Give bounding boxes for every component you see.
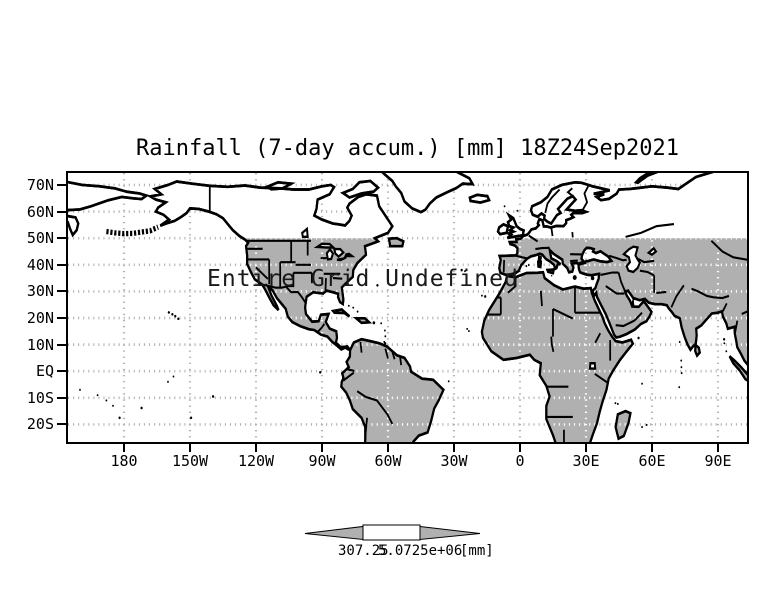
plot-title: Rainfall (7-day accum.) [mm] 18Z24Sep202… <box>135 136 680 161</box>
colorbar <box>304 524 481 541</box>
lat-tick-mark <box>57 370 66 372</box>
lon-tick-label-30e: 30E <box>572 452 600 470</box>
lat-tick-label-60n: 60N <box>26 203 54 221</box>
lon-tick-label-60e: 60E <box>638 452 666 470</box>
map-layers <box>68 173 747 442</box>
lon-tick-label-30w: 30W <box>440 452 468 470</box>
world-map <box>68 173 747 442</box>
lat-tick-mark <box>57 423 66 425</box>
lon-tick-mark <box>189 444 191 452</box>
colorbar-segment <box>362 524 421 541</box>
lat-tick-label-20n: 20N <box>26 309 54 327</box>
colorbar-right-value: 5.0725e+06 <box>378 543 463 559</box>
lat-tick-label-20s: 20S <box>26 415 54 433</box>
lon-tick-label-90w: 90W <box>308 452 336 470</box>
lon-tick-label-0: 0 <box>515 452 525 470</box>
lon-tick-label-60w: 60W <box>374 452 402 470</box>
lat-tick-mark <box>57 237 66 239</box>
lat-tick-label-30n: 30N <box>26 282 54 300</box>
lake-michigan <box>325 247 335 261</box>
lake-victoria <box>588 362 597 370</box>
colorbar-unit: [mm] <box>460 543 494 559</box>
lon-tick-mark <box>387 444 389 452</box>
lat-tick-label-eq: EQ <box>35 362 54 380</box>
lon-tick-mark <box>453 444 455 452</box>
lon-tick-label-90e: 90E <box>704 452 732 470</box>
lake-huron <box>332 247 345 259</box>
small-islands-layer <box>79 205 728 429</box>
lon-tick-mark <box>123 444 125 452</box>
lake-ontario <box>343 252 356 258</box>
lon-tick-mark <box>651 444 653 452</box>
colorbar-right-arrow <box>419 525 481 541</box>
lon-tick-mark <box>255 444 257 452</box>
lat-tick-mark <box>57 397 66 399</box>
lake-superior <box>313 242 337 249</box>
lon-tick-label-120w: 120W <box>237 452 275 470</box>
lake-winnipeg <box>301 226 309 239</box>
lat-tick-mark <box>57 184 66 186</box>
lat-tick-mark <box>57 344 66 346</box>
lakes-layer <box>301 226 658 370</box>
caspian-sea <box>621 245 642 274</box>
aleutian-islands <box>106 224 159 237</box>
map-frame <box>66 171 749 444</box>
lon-tick-mark <box>519 444 521 452</box>
lat-tick-label-10n: 10N <box>26 336 54 354</box>
lon-tick-mark <box>717 444 719 452</box>
lat-tick-label-10s: 10S <box>26 389 54 407</box>
colorbar-left-arrow <box>304 525 364 541</box>
lat-tick-label-40n: 40N <box>26 256 54 274</box>
borders-layer <box>208 185 747 442</box>
lat-tick-label-50n: 50N <box>26 229 54 247</box>
lat-tick-mark <box>57 264 66 266</box>
lon-tick-mark <box>585 444 587 452</box>
lat-tick-mark <box>57 211 66 213</box>
lon-tick-mark <box>321 444 323 452</box>
lat-tick-mark <box>57 290 66 292</box>
lon-tick-label-150w: 150W <box>171 452 209 470</box>
lat-tick-mark <box>57 317 66 319</box>
undefined-grid-message: Entire Grid Undefined <box>207 266 519 292</box>
aral-sea <box>646 246 658 257</box>
lon-tick-label-180: 180 <box>110 452 138 470</box>
lat-tick-label-70n: 70N <box>26 176 54 194</box>
colorbar-left-value: 307.25 <box>338 543 389 559</box>
